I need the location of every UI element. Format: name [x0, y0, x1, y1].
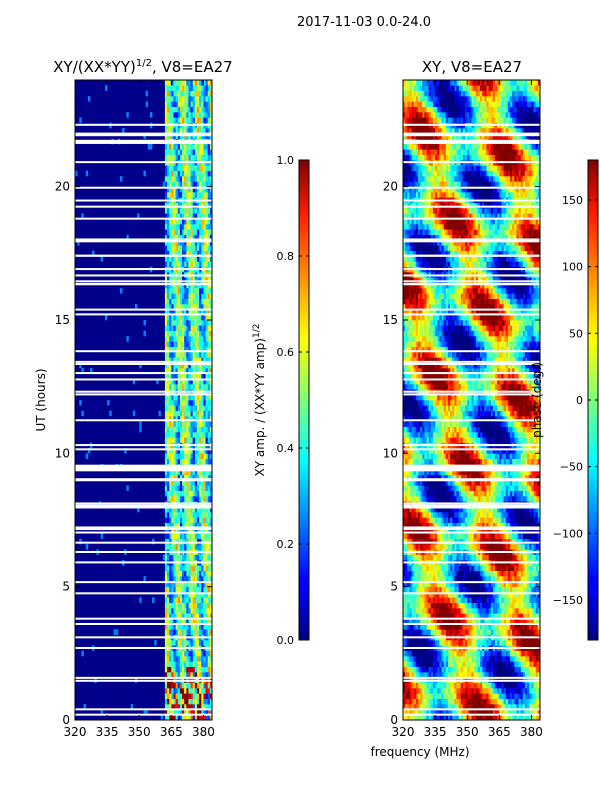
phase-colorbar-label: phase (deg.) — [530, 362, 544, 438]
x-tick-label: 365 — [160, 725, 183, 739]
x-tick-label: 320 — [392, 725, 415, 739]
phase-colorbar-ticks: 150 100 50 0 −50 −100 −150 — [553, 194, 598, 607]
colorbar-tick-label: 0.0 — [277, 634, 295, 647]
colorbar-tick-label: 150 — [562, 194, 583, 207]
colorbar-tick-label: −50 — [560, 461, 583, 474]
y-tick-label: 15 — [55, 313, 70, 327]
right-panel-title: XY, V8=EA27 — [422, 58, 522, 76]
y-tick-label: 20 — [55, 180, 70, 194]
right-axis-ticks: 320 335 350 365 380 0 5 10 15 20 — [383, 80, 543, 739]
amplitude-colorbar-ticks: 0.0 0.2 0.4 0.6 0.8 1.0 — [277, 154, 309, 647]
x-axis-label: frequency (MHz) — [370, 745, 469, 759]
figure-suptitle: 2017-11-03 0.0-24.0 — [297, 15, 431, 30]
y-tick-label: 15 — [383, 313, 398, 327]
y-tick-label: 10 — [55, 446, 70, 460]
colorbar-tick-label: 0 — [576, 394, 583, 407]
x-tick-label: 335 — [424, 725, 447, 739]
x-tick-label: 365 — [488, 725, 511, 739]
colorbar-tick-label: 0.6 — [277, 346, 295, 359]
amplitude-colorbar-label: XY amp. / (XX*YY amp)1/2 — [252, 324, 267, 477]
y-tick-label: 10 — [383, 446, 398, 460]
x-tick-label: 320 — [64, 725, 87, 739]
colorbar-tick-label: −150 — [553, 594, 583, 607]
left-panel-title: XY/(XX*YY)1/2, V8=EA27 — [53, 58, 232, 76]
colorbar-tick-label: −100 — [553, 527, 583, 540]
colorbar-tick-label: 0.2 — [277, 538, 295, 551]
left-axis-ticks: 320 335 350 365 380 0 5 10 15 20 — [55, 80, 215, 739]
amplitude-colorbar — [298, 159, 310, 641]
x-tick-label: 350 — [128, 725, 151, 739]
left-y-axis-label: UT (hours) — [34, 368, 48, 431]
y-tick-label: 5 — [62, 580, 70, 594]
y-tick-label: 5 — [390, 580, 398, 594]
left-heatmap — [75, 80, 212, 720]
x-tick-label: 350 — [456, 725, 479, 739]
y-tick-label: 0 — [62, 713, 70, 727]
x-tick-label: 335 — [96, 725, 119, 739]
right-heatmap — [403, 80, 540, 720]
colorbar-tick-label: 100 — [562, 261, 583, 274]
y-tick-label: 20 — [383, 180, 398, 194]
left-plot-frame — [74, 79, 213, 721]
colorbar-tick-label: 50 — [569, 327, 583, 340]
x-tick-label: 380 — [192, 725, 215, 739]
colorbar-tick-label: 0.4 — [277, 442, 295, 455]
y-tick-label: 0 — [390, 713, 398, 727]
x-tick-label: 380 — [520, 725, 543, 739]
right-plot-frame — [402, 79, 541, 721]
colorbar-tick-label: 1.0 — [277, 154, 295, 167]
colorbar-tick-label: 0.8 — [277, 250, 295, 263]
